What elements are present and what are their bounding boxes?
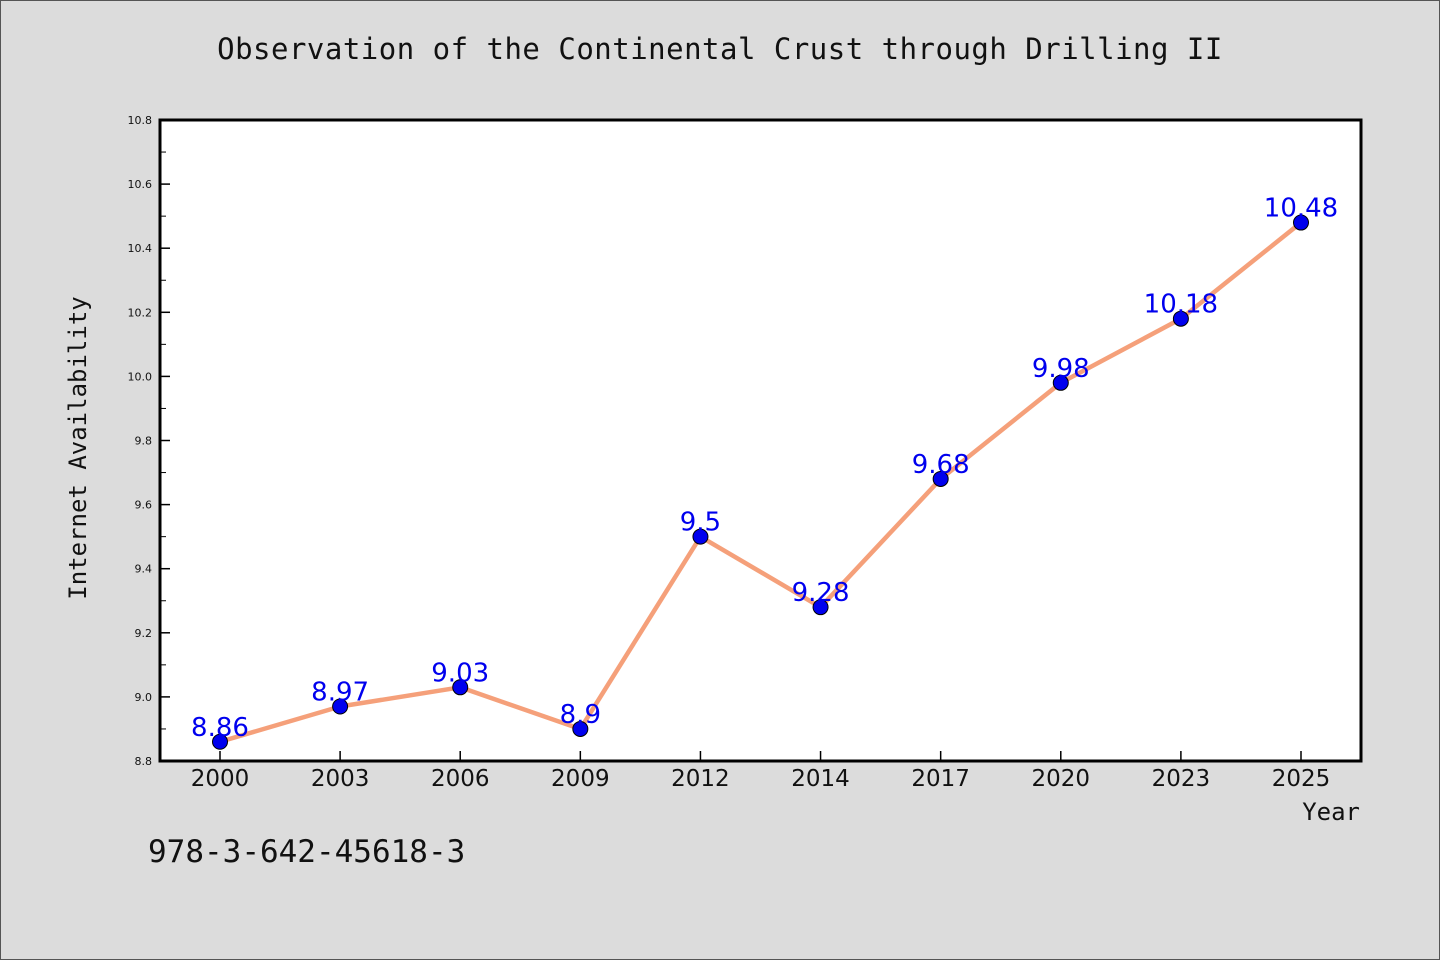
x-tick-label: 2012 xyxy=(671,766,730,792)
chart-title: Observation of the Continental Crust thr… xyxy=(217,32,1223,66)
y-tick-label: 9.6 xyxy=(135,499,153,512)
data-point xyxy=(1172,310,1189,327)
y-tick-label: 9.4 xyxy=(135,563,153,576)
x-axis-label: Year xyxy=(1302,798,1360,826)
x-tick-label: 2014 xyxy=(791,766,850,792)
y-tick-label: 9.8 xyxy=(135,435,153,448)
x-axis: 2000 2003 2006 2009 2012 2014 2017 2020 2023 2025 xyxy=(191,751,1331,792)
plot-area xyxy=(158,118,1363,763)
data-label: 9.28 xyxy=(792,578,850,608)
series-line xyxy=(217,220,1304,745)
data-point xyxy=(452,679,469,696)
y-tick-label: 10.8 xyxy=(128,114,153,127)
y-tick-label: 10.4 xyxy=(128,242,153,255)
x-tick-label: 2006 xyxy=(431,766,490,792)
data-label: 9.5 xyxy=(680,508,721,538)
data-point xyxy=(572,720,589,737)
data-point xyxy=(332,698,349,715)
data-point xyxy=(1293,214,1309,231)
data-point xyxy=(932,470,949,487)
data-label: 8.86 xyxy=(191,713,249,743)
data-label: 9.98 xyxy=(1032,354,1090,384)
y-tick-label: 9.0 xyxy=(135,691,153,704)
footer-code: 978-3-642-45618-3 xyxy=(148,834,466,870)
data-point xyxy=(812,599,829,616)
y-tick-label: 10.6 xyxy=(128,178,153,191)
x-tick-label: 2000 xyxy=(191,766,250,792)
data-point xyxy=(212,733,228,750)
y-axis: 8.8 9.0 9.2 9.4 9.6 9.8 10.0 10.2 10.4 10.6 10.8 xyxy=(128,114,170,768)
x-tick-label: 2023 xyxy=(1152,766,1211,792)
y-tick-label: 10.2 xyxy=(128,306,153,319)
x-tick-label: 2025 xyxy=(1272,766,1331,792)
y-tick-label: 9.2 xyxy=(135,627,153,640)
data-label: 8.9 xyxy=(560,700,601,730)
x-tick-label: 2017 xyxy=(911,766,970,792)
y-axis-label: Internet Availability xyxy=(64,296,92,599)
x-tick-label: 2009 xyxy=(551,766,610,792)
x-tick-label: 2020 xyxy=(1032,766,1091,792)
data-label: 10.48 xyxy=(1264,194,1338,224)
data-point xyxy=(692,528,709,545)
data-label: 9.68 xyxy=(912,450,970,480)
data-label: 8.97 xyxy=(311,678,369,708)
y-tick-label: 10.0 xyxy=(128,370,153,383)
data-label: 10.18 xyxy=(1144,290,1218,320)
series-group: 8.86 8.97 9.03 8.9 9.5 9.28 9.68 9.98 10.18 10.48 xyxy=(191,194,1338,750)
y-tick-label: 8.8 xyxy=(135,755,153,768)
data-label: 9.03 xyxy=(431,658,489,688)
data-point xyxy=(1052,374,1069,391)
x-tick-label: 2003 xyxy=(311,766,370,792)
